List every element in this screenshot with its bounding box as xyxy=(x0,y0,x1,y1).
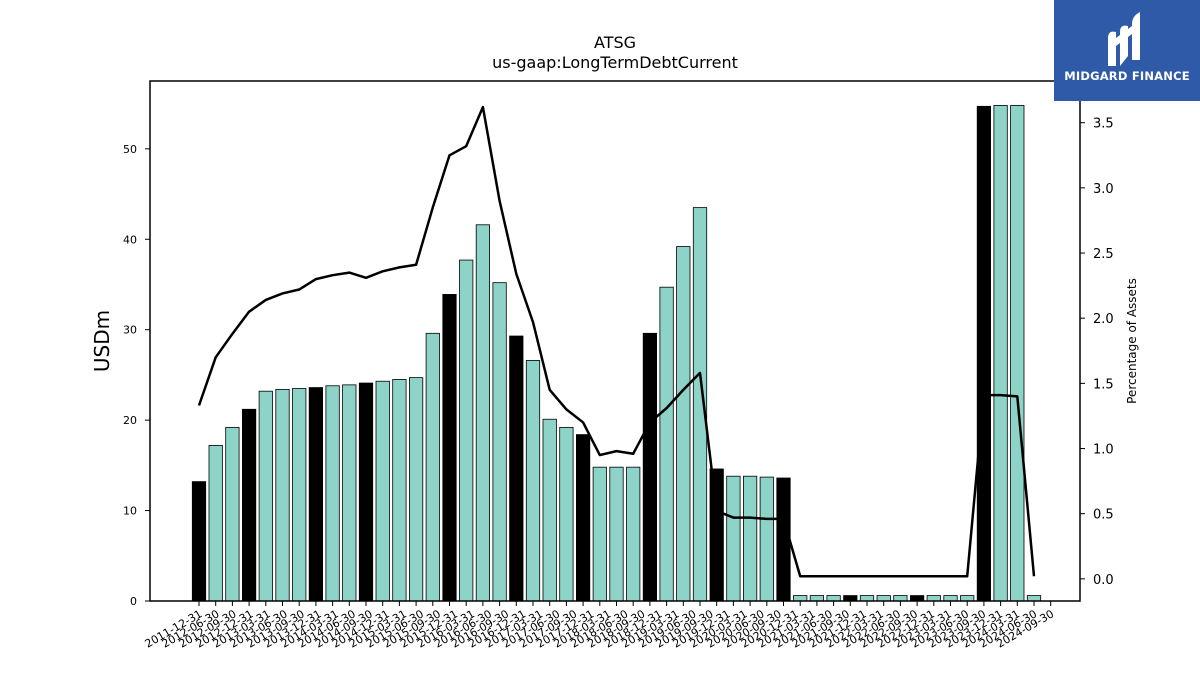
bar-2019-12-31 xyxy=(726,475,741,602)
brand-name: MIDGARD FINANCE xyxy=(1064,69,1190,83)
bar-2023-03-31 xyxy=(943,595,958,602)
y2-tick-label: 1.5 xyxy=(1093,377,1114,392)
y-tick-label: 0 xyxy=(130,595,137,608)
y2-tick-label: 1.0 xyxy=(1093,443,1114,458)
bar-2024-03-31 xyxy=(1010,105,1025,602)
y2-axis-label: Percentage of Assets xyxy=(1125,278,1139,404)
bar-2018-06-30 xyxy=(626,466,641,602)
bar-2011-12-31 xyxy=(191,481,207,602)
bar-2023-12-31 xyxy=(993,105,1008,602)
bar-2013-06-30 xyxy=(292,388,307,602)
bar-2014-12-31 xyxy=(392,379,407,602)
y2-tick-label: 2.0 xyxy=(1093,312,1114,327)
bar-2022-09-30 xyxy=(910,595,925,602)
chart-subtitle: us-gaap:LongTermDebtCurrent xyxy=(492,53,738,72)
bar-2021-03-31 xyxy=(809,595,825,602)
y-axis-label: USDm xyxy=(90,310,114,372)
bar-2019-09-30 xyxy=(709,468,724,602)
y-tick-label: 30 xyxy=(123,324,137,337)
bar-2022-06-30 xyxy=(893,595,908,602)
bar-2018-12-31 xyxy=(659,286,674,602)
y-tick-label: 20 xyxy=(123,414,137,427)
y2-tick-label: 2.5 xyxy=(1093,247,1114,262)
bar-2015-09-30 xyxy=(442,294,457,602)
bar-2023-09-30 xyxy=(976,105,992,602)
bar-2013-03-31 xyxy=(275,388,290,602)
y2-tick-label: 3.0 xyxy=(1093,182,1114,197)
bar-2018-03-31 xyxy=(609,466,624,602)
bar-2017-12-31 xyxy=(592,466,607,602)
bar-2012-03-31 xyxy=(208,445,223,602)
bar-2015-06-30 xyxy=(425,332,440,602)
y2-tick-label: 3.5 xyxy=(1093,117,1114,132)
bar-2019-03-31 xyxy=(676,246,691,602)
bar-2021-12-31 xyxy=(859,595,875,602)
y-tick-label: 40 xyxy=(123,233,137,246)
bar-2013-12-31 xyxy=(325,385,340,602)
x-axis: 2011-12-312012-06-302012-09-302012-12-31… xyxy=(143,601,1056,651)
bar-2012-12-31 xyxy=(258,390,273,602)
midgard-logo-icon xyxy=(1108,12,1140,67)
bar-2020-12-31 xyxy=(793,595,808,602)
y-tick-label: 50 xyxy=(123,143,137,156)
brand-logo: MIDGARD FINANCE xyxy=(1054,0,1200,101)
bar-2021-09-30 xyxy=(843,595,858,602)
bar-2014-06-30 xyxy=(358,382,374,602)
bar-2012-09-30 xyxy=(241,408,257,602)
chart-title: ATSG xyxy=(594,33,636,52)
y2-axis: 0.0 0.5 1.0 1.5 2.0 2.5 3.0 3.5 xyxy=(1080,117,1114,588)
bar-2017-06-30 xyxy=(559,426,574,602)
line-group xyxy=(197,105,1036,578)
bar-2018-09-30 xyxy=(642,332,658,602)
bar-2014-03-31 xyxy=(342,384,357,602)
bar-2016-06-30 xyxy=(492,282,507,602)
y2-tick-label: 0.0 xyxy=(1093,573,1114,588)
bar-2015-12-31 xyxy=(459,259,474,602)
bar-2024-06-30 xyxy=(1026,595,1042,602)
y-tick-label: 10 xyxy=(123,505,137,518)
y2-tick-label: 0.5 xyxy=(1093,508,1114,523)
bar-2020-06-30 xyxy=(759,476,774,602)
bar-2023-06-30 xyxy=(960,595,975,602)
bar-2016-09-30 xyxy=(509,335,524,602)
bar-2014-09-30 xyxy=(375,380,390,602)
bar-2016-03-31 xyxy=(475,224,491,602)
series-line xyxy=(197,105,1036,578)
bar-2022-03-31 xyxy=(876,595,891,602)
bar-2022-12-31 xyxy=(926,595,941,602)
bar-2013-09-30 xyxy=(308,387,324,602)
bar-2021-06-30 xyxy=(826,595,841,602)
bar-2020-03-31 xyxy=(743,475,758,602)
bar-2015-03-31 xyxy=(408,377,424,602)
bar-2020-09-30 xyxy=(776,477,791,602)
bar-2012-06-30 xyxy=(225,426,240,602)
y-axis: 0 10 20 30 40 50 xyxy=(123,143,150,608)
plot-frame xyxy=(149,80,1081,602)
bar-2016-12-31 xyxy=(525,360,541,602)
bar-2017-03-31 xyxy=(542,418,557,602)
bars-group xyxy=(191,105,1042,602)
bar-2017-09-30 xyxy=(576,434,591,602)
